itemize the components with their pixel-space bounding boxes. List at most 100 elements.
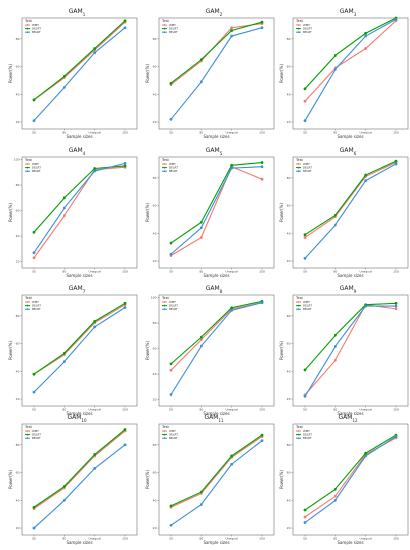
y-tick-label: 20 [153,120,157,124]
data-point-belrt [303,119,307,123]
y-tick-label: 80 [16,443,20,447]
x-axis-label: Sample sizes [66,540,92,545]
y-tick-label: 60 [153,347,157,351]
x-tick-label: 50 [169,408,173,412]
data-point-delrt [93,167,97,170]
data-point-belrt [394,435,398,438]
x-tick-label: Unequal [359,270,372,274]
data-point-wmt [62,214,66,218]
legend-label: WMT [32,162,39,166]
series-line-belrt [170,166,263,255]
data-point-delrt [169,504,173,508]
data-point-delrt [123,428,127,431]
x-tick-label: 150 [122,537,128,541]
y-tick-label: 80 [287,314,291,318]
legend-marker-belrt [26,308,29,311]
y-tick-label: 20 [16,260,20,264]
data-point-belrt [364,304,368,308]
legend-label: WMT [169,429,176,433]
series-line-delrt [170,21,263,84]
legend-title: Test [24,296,33,300]
x-axis-label: Sample sizes [66,134,92,139]
x-axis-label: Sample sizes [337,411,363,416]
data-point-belrt [62,498,66,502]
y-tick-label: 20 [287,120,291,124]
data-point-belrt [93,325,97,329]
data-point-delrt [123,301,127,305]
x-tick-label: 80 [333,537,337,541]
plot-frame [292,156,409,269]
legend-label: DELRT [303,433,312,437]
y-tick-label: 20 [153,526,157,530]
chart-panel-7: GAM7 20 40 60 80 50 80 Unequal 150 Sample sizes Po… [8,285,138,416]
x-tick-label: 150 [259,131,265,135]
data-point-wmt [169,368,173,372]
x-tick-label: 50 [32,131,36,135]
legend-title: Test [24,425,33,429]
data-point-belrt [169,523,173,527]
legend-title: Test [161,425,170,429]
x-tick-label: 150 [122,270,128,274]
data-point-delrt [230,306,234,310]
series-line-belrt [33,162,126,253]
y-axis-label: Power(%) [145,470,150,489]
data-point-belrt [303,256,307,260]
plot-frame [292,17,409,130]
y-tick-label: 80 [16,183,20,187]
y-tick-label: 80 [153,176,157,180]
y-tick-label: 100 [14,158,20,162]
legend-label: DELRT [169,27,178,31]
x-tick-label: Unequal [225,408,238,412]
x-tick-label: Unequal [225,537,238,541]
plot-frame [158,294,275,407]
x-tick-label: 150 [259,537,265,541]
legend-label: DELRT [169,166,178,170]
chart-title: GAM11 [204,414,223,423]
chart-panel-4: GAM4 20 40 60 80 100 50 80 Unequal 150 Sample size… [8,147,138,278]
legend-title: Test [295,158,304,162]
x-tick-label: Unequal [88,131,101,135]
data-point-delrt [62,196,66,200]
data-point-delrt [199,335,203,339]
legend-title: Test [24,158,33,162]
legend-marker-wmt [26,163,29,165]
x-tick-label: Unequal [359,537,372,541]
x-tick-label: 80 [199,270,203,274]
legend-label: DELRT [32,304,41,308]
legend-label: DELRT [169,304,178,308]
data-point-belrt [303,394,307,398]
y-tick-label: 20 [287,397,291,401]
data-point-delrt [93,47,97,50]
legend-label: BELRT [169,30,178,34]
series-line-delrt [33,20,126,101]
data-point-delrt [333,54,337,57]
chart-title: GAM8 [206,285,223,294]
series-line-belrt [304,18,397,121]
data-point-delrt [333,213,337,217]
data-point-delrt [303,508,307,512]
x-tick-label: 50 [303,537,307,541]
data-point-belrt [62,85,66,89]
data-point-belrt [169,117,173,121]
plot-frame [158,423,275,536]
data-point-delrt [169,81,173,85]
legend-marker-belrt [297,437,300,440]
legend-label: BELRT [303,169,312,173]
y-tick-label: 40 [287,369,291,373]
legend-title: Test [161,158,170,162]
legend-marker-wmt [163,430,166,432]
data-point-belrt [199,344,203,348]
x-axis-label: Sample sizes [337,273,363,278]
data-point-belrt [260,439,264,443]
data-point-belrt [199,503,203,506]
y-axis-label: Power(%) [145,341,150,360]
legend-marker-delrt [297,304,300,307]
x-tick-label: 150 [393,270,399,274]
series-line-belrt [304,436,397,523]
chart-panel-2: GAM2 20 40 60 80 50 80 Unequal 150 Sample sizes Po… [145,8,275,139]
legend-marker-wmt [163,301,166,303]
series-line-belrt [304,305,396,397]
y-axis-label: Power(%) [145,64,150,83]
data-point-belrt [32,390,36,394]
data-point-delrt [260,433,264,437]
